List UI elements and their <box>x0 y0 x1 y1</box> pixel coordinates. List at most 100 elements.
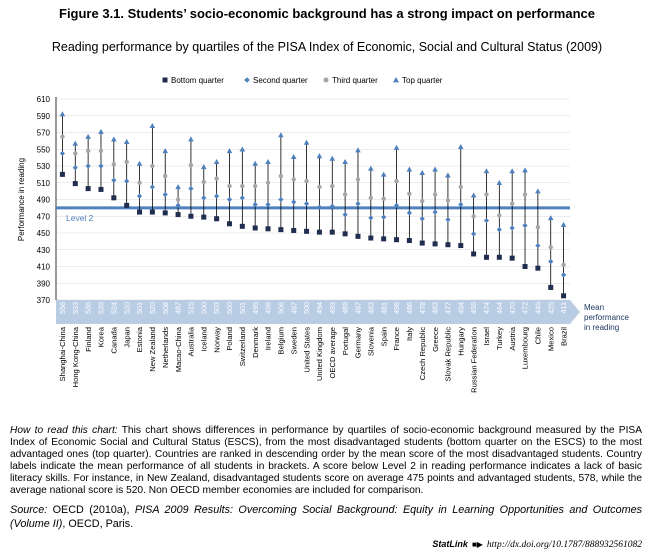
top-quarter-point <box>547 215 554 221</box>
mean-score-label: 497 <box>354 302 363 314</box>
bottom-quarter-point <box>239 223 245 229</box>
second-quarter-point <box>175 202 181 208</box>
top-quarter-point <box>522 167 528 173</box>
second-quarter-point <box>368 215 374 221</box>
second-quarter-point <box>458 201 464 208</box>
third-quarter-point <box>124 159 129 165</box>
second-quarter-point <box>535 242 541 249</box>
mean-label-line: performance <box>584 313 629 322</box>
top-quarter-point <box>355 147 361 153</box>
bottom-quarter-point <box>548 284 554 290</box>
top-quarter-point <box>329 155 336 161</box>
chart: 370390410430450470490510530550570590610 … <box>17 76 629 393</box>
source-text-2: , OECD, Paris. <box>62 518 134 530</box>
bottom-quarter-point <box>278 227 284 233</box>
second-quarter-point <box>98 163 104 169</box>
country-label: France <box>392 327 401 351</box>
top-quarter-point <box>175 184 181 190</box>
second-quarter-point <box>149 184 155 190</box>
how-to-read-note: How to read this chart: This chart shows… <box>10 425 642 497</box>
mean-score-label: 487 <box>174 302 183 314</box>
third-quarter-point <box>85 148 91 154</box>
third-quarter-point <box>201 179 206 185</box>
note-text: This chart shows differences in performa… <box>10 425 643 496</box>
top-quarter-point <box>368 165 374 171</box>
bottom-quarter-point <box>381 236 387 242</box>
bottom-quarter-point <box>162 210 168 216</box>
top-quarter-point <box>188 136 194 142</box>
country-label: Netherlands <box>161 327 170 368</box>
mean-score-label: 515 <box>187 302 196 314</box>
third-quarter-point <box>227 183 232 189</box>
second-quarter-point <box>329 203 335 209</box>
mean-score-label: 539 <box>97 302 106 314</box>
second-quarter-point <box>214 193 220 199</box>
top-quarter-point <box>85 133 91 139</box>
source-prefix: Source: <box>10 504 48 516</box>
y-tick-label: 410 <box>37 263 51 272</box>
legend-bottom-icon <box>162 77 168 83</box>
legend-label: Top quarter <box>402 76 443 85</box>
second-quarter-point <box>509 225 515 231</box>
statlink[interactable]: StatLink ■▶ http://dx.doi.org/10.1787/8889… <box>432 539 642 550</box>
country-label: Finland <box>84 327 93 352</box>
country-label: Ireland <box>264 327 273 350</box>
mean-score-label: 494 <box>315 302 324 314</box>
mean-score-label: 411 <box>559 302 568 313</box>
bottom-quarter-point <box>291 227 297 233</box>
legend-label: Third quarter <box>332 76 378 85</box>
country-label: United Kingdom <box>315 327 324 381</box>
bottom-quarter-point <box>111 195 117 201</box>
y-tick-label: 610 <box>37 95 51 104</box>
third-quarter-point <box>407 191 412 196</box>
level-2-label: Level 2 <box>66 213 94 223</box>
source-citation: Source: OECD (2010a), PISA 2009 Results:… <box>10 503 642 531</box>
third-quarter-point <box>484 192 489 197</box>
country-label: Spain <box>379 327 388 346</box>
mean-score-label: 500 <box>199 302 208 314</box>
bottom-quarter-point <box>98 186 104 192</box>
third-quarter-point <box>175 197 181 202</box>
mean-score-label: 489 <box>341 302 350 314</box>
statlink-url[interactable]: http://dx.doi.org/10.1787/888932561082 <box>486 540 642 550</box>
second-quarter-point <box>406 210 412 216</box>
bottom-quarter-point <box>471 251 477 257</box>
y-tick-label: 570 <box>37 129 51 138</box>
mean-score-label: 425 <box>546 302 555 314</box>
mean-score-label: 520 <box>122 302 131 314</box>
top-quarter-point <box>406 166 413 172</box>
statlink-arrow-icon: ■▶ <box>471 540 483 549</box>
y-tick-label: 430 <box>37 246 51 255</box>
mean-score-label: 496 <box>264 302 273 314</box>
third-quarter-point <box>432 192 438 197</box>
country-label: Hungary <box>456 327 465 356</box>
second-quarter-point <box>226 196 233 203</box>
third-quarter-point <box>73 151 78 156</box>
mean-score-label: 494 <box>456 302 465 314</box>
second-quarter-point <box>393 202 400 208</box>
top-quarter-point <box>470 192 477 198</box>
source-publication: PISA 2009 Results: Overcoming Social Bac… <box>10 504 642 530</box>
legend: Bottom quarter Second quarter Third quarte… <box>162 76 443 85</box>
mean-score-label: 533 <box>71 302 80 314</box>
third-quarter-point <box>548 245 553 250</box>
top-quarter-point <box>123 138 130 144</box>
second-quarter-point <box>72 165 78 171</box>
country-label: Australia <box>187 326 196 356</box>
bottom-quarter-point <box>342 231 348 237</box>
mean-score-label: 493 <box>328 302 337 314</box>
country-label: Chile <box>534 327 543 344</box>
second-quarter-point <box>265 201 271 208</box>
third-quarter-point <box>420 198 425 204</box>
third-quarter-point <box>98 148 104 154</box>
y-tick-label: 550 <box>37 145 51 154</box>
y-tick-label: 490 <box>37 196 51 205</box>
country-label: Italy <box>405 327 414 341</box>
bottom-quarter-point <box>406 238 412 244</box>
country-label: Sweden <box>289 327 298 354</box>
bottom-quarter-point <box>419 240 425 246</box>
second-quarter-point <box>136 193 143 199</box>
top-quarter-point <box>265 159 271 165</box>
bottom-quarter-point <box>175 212 181 218</box>
